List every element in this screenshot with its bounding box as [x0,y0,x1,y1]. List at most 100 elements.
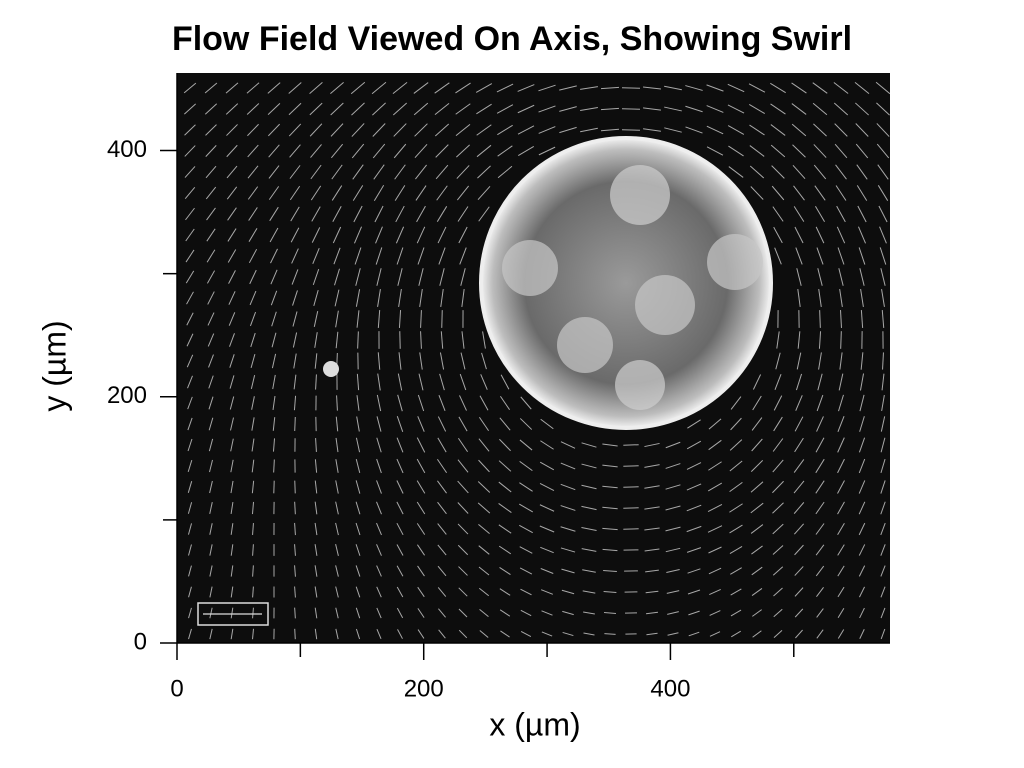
flow-arrow [664,85,682,91]
flow-arrow [875,81,890,95]
flow-arrow [228,291,236,305]
flow-arrow [770,103,786,115]
flow-arrow [794,608,804,618]
flow-arrow [816,394,824,412]
flow-arrow [375,226,383,244]
flow-arrow [751,438,763,452]
flow-arrow [206,270,216,284]
flow-field [183,81,890,640]
flow-arrow [876,102,890,116]
flow-arrow [477,165,491,179]
flow-arrow [312,268,320,286]
flow-arrow [818,289,822,307]
flow-arrow [688,610,700,616]
flow-arrow [294,628,296,640]
flow-arrow [839,289,843,307]
flow-arrow [251,501,255,515]
flow-arrow [881,373,885,391]
flow-arrow [833,82,849,94]
flow-arrow [730,396,742,410]
flow-arrow [581,505,597,511]
flow-arrow [476,124,492,136]
flow-arrow [229,396,235,410]
flow-arrow [479,609,489,617]
flow-arrow [335,459,339,473]
flow-arrow [355,480,361,494]
flow-arrow [229,375,235,389]
flow-arrow [791,123,807,137]
flow-arrow [499,438,511,452]
flow-arrow [666,590,680,594]
flow-arrow [270,269,278,285]
flow-arrow [184,166,196,178]
x-axis-label: x (µm) [489,706,580,742]
flow-arrow [396,522,404,536]
flow-arrow [376,480,382,494]
flow-arrow [774,247,782,265]
flow-arrow [729,481,743,493]
flow-arrow [729,439,743,451]
flow-arrow [775,352,781,370]
flow-arrow [837,544,845,556]
flow-arrow [396,544,404,556]
flow-arrow [749,124,765,136]
flow-arrow [188,544,192,556]
flow-arrow [315,438,317,452]
flow-arrow [437,565,447,577]
flow-arrow [268,186,280,200]
flow-arrow [560,462,576,470]
flow-arrow [434,123,450,137]
flow-arrow [461,289,465,307]
flow-arrow [355,565,361,577]
flow-arrow [249,311,257,327]
flow-arrow [396,607,404,619]
flow-arrow [205,186,217,200]
flow-arrow [560,483,576,491]
flow-arrow [294,522,296,536]
flow-arrow [818,352,822,370]
flow-arrow [230,565,234,577]
flow-arrow [376,565,382,577]
flow-arrow [796,268,802,286]
flow-arrow [416,226,426,244]
flow-arrow [518,145,534,157]
flow-arrow [311,227,321,243]
flow-arrow [750,502,764,514]
chart-title: Flow Field Viewed On Axis, Showing Swirl [172,20,852,58]
cell-lobe [707,234,763,290]
flow-arrow [396,501,404,515]
flow-arrow [186,333,194,347]
flow-arrow [188,565,192,577]
flow-arrow [476,103,492,115]
flow-arrow [880,628,886,640]
flow-arrow [643,128,661,132]
flow-arrow [458,416,468,432]
flow-arrow [580,106,598,112]
flow-arrow [417,608,425,618]
flow-arrow [499,567,511,575]
flow-arrow [706,146,724,156]
flow-arrow [880,437,886,453]
flow-arrow [685,126,703,134]
flow-arrow [519,418,533,430]
flow-arrow [837,458,845,474]
flow-arrow [880,586,886,598]
flow-arrow [397,629,403,639]
flow-arrow [479,395,489,411]
flow-arrow [837,480,845,494]
flow-arrow [581,527,597,531]
flow-arrow [437,587,447,597]
flow-arrow [335,628,339,640]
flow-arrow [519,482,533,492]
flow-arrow [481,352,487,370]
flow-arrow [206,249,216,263]
flow-arrow [229,354,235,368]
flow-arrow [857,226,867,244]
flow-arrow [498,460,512,472]
flow-arrow [815,544,825,556]
flow-arrow [458,608,468,618]
flow-arrow [478,587,490,597]
flow-arrow [880,544,886,556]
flow-arrow [519,460,533,472]
